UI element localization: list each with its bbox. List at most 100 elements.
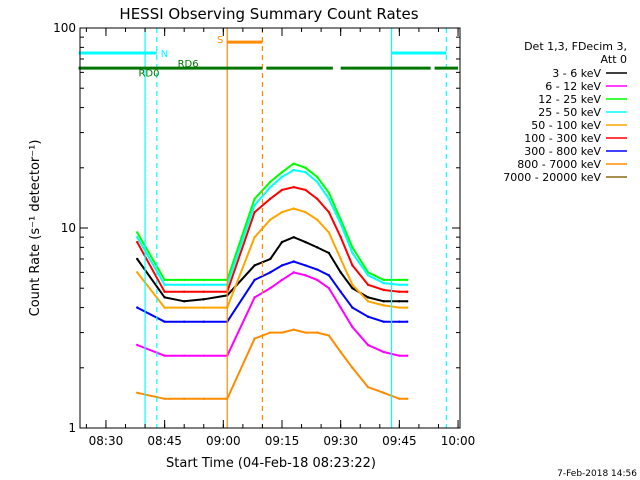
series-point — [327, 210, 331, 214]
y-tick-label: 10 — [61, 221, 76, 235]
series-point — [136, 391, 139, 394]
series-point — [327, 287, 331, 290]
legend-label: 800 - 7000 keV — [517, 158, 601, 171]
series-point — [269, 197, 272, 200]
series-line-3 — [136, 168, 408, 286]
series-point — [351, 264, 354, 267]
series-point — [304, 331, 307, 334]
series-point — [366, 343, 370, 347]
series-point — [382, 278, 385, 282]
series-point — [292, 235, 295, 239]
series-point — [136, 271, 139, 274]
legend-label: 25 - 50 keV — [538, 106, 601, 119]
series-point — [202, 354, 205, 357]
series-point — [405, 320, 409, 323]
series-point — [253, 235, 256, 239]
series-point — [382, 391, 385, 394]
legend-header: Att 0 — [601, 53, 627, 66]
series-point — [366, 300, 370, 303]
annotation-label: RD0 — [138, 68, 159, 79]
series-point — [182, 283, 186, 286]
series-point — [253, 278, 256, 282]
series-point — [405, 300, 409, 303]
x-tick-label: 09:30 — [323, 434, 358, 448]
series-point — [202, 397, 205, 400]
series-point — [339, 306, 342, 309]
annotation-label: N — [161, 49, 168, 60]
series-point — [366, 315, 370, 318]
series-point — [327, 274, 331, 277]
series-point — [304, 240, 307, 244]
series-point — [382, 350, 385, 354]
legend-label: 100 - 300 keV — [524, 132, 601, 145]
series-point — [163, 397, 166, 400]
series-point — [398, 397, 401, 400]
series-line-2 — [136, 162, 408, 281]
x-tick-label: 10:00 — [441, 434, 476, 448]
series-point — [382, 300, 385, 303]
series-point — [269, 185, 272, 189]
series-line-0 — [136, 236, 408, 303]
series-point — [327, 251, 331, 255]
series-point — [339, 222, 342, 225]
series-point — [202, 283, 205, 286]
x-tick-label: 09:15 — [265, 434, 300, 448]
series-point — [182, 306, 186, 309]
series-line-1 — [136, 271, 408, 357]
series-point — [280, 210, 284, 214]
series-point — [351, 306, 354, 309]
series-point — [292, 185, 295, 189]
series-point — [163, 283, 166, 286]
series-point — [339, 290, 342, 293]
series-point — [351, 283, 354, 286]
series-point — [398, 278, 401, 282]
series-point — [136, 231, 139, 234]
series-point — [304, 210, 307, 214]
series-point — [253, 264, 256, 267]
series-point — [339, 257, 342, 261]
annotation-label: RD6 — [178, 59, 199, 70]
footer-date: 7-Feb-2018 14:56 — [557, 469, 637, 479]
series-point — [398, 320, 401, 323]
series-point — [339, 235, 342, 239]
series-point — [405, 290, 409, 293]
series-point — [366, 296, 370, 299]
y-tick-label: 1 — [68, 421, 76, 435]
series-point — [202, 298, 205, 301]
series-point — [280, 278, 284, 282]
series-point — [202, 290, 205, 293]
series-point — [182, 354, 186, 357]
series-point — [339, 350, 342, 354]
series-point — [253, 204, 256, 207]
series-point — [202, 320, 205, 323]
series-point — [253, 210, 256, 214]
series-point — [351, 251, 354, 255]
series-point — [366, 274, 370, 277]
series-point — [316, 175, 319, 179]
series-point — [316, 278, 319, 282]
series-point — [280, 331, 284, 334]
plot-frame — [79, 27, 461, 429]
series-point — [136, 235, 139, 239]
series-point — [405, 354, 409, 357]
series-line-4 — [136, 207, 408, 309]
series-point — [292, 207, 295, 210]
marker-layer — [144, 28, 447, 428]
series-point — [292, 260, 295, 263]
data-layer — [136, 162, 409, 400]
series-point — [382, 281, 385, 285]
series-point — [366, 283, 370, 286]
x-axis-label: Start Time (04-Feb-18 08:23:22) — [166, 456, 376, 471]
series-point — [405, 283, 409, 286]
series-point — [382, 288, 385, 292]
series-point — [182, 397, 186, 400]
x-axis: 08:30 08:45 09:00 09:15 09:30 09:45 10:00 — [85, 28, 476, 448]
series-point — [280, 171, 284, 174]
series-point — [304, 166, 307, 169]
series-point — [327, 191, 331, 194]
series-point — [182, 278, 186, 282]
legend-label: 300 - 800 keV — [524, 145, 601, 158]
series-point — [351, 287, 354, 290]
